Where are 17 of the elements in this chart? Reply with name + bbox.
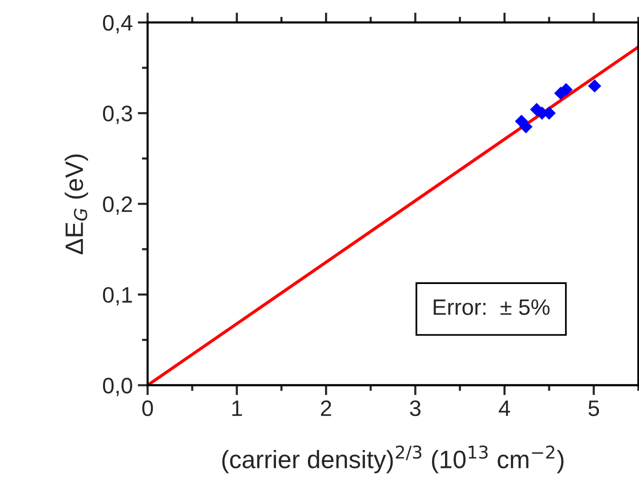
y-tick-label: 0,3 <box>103 106 132 124</box>
x-tick-label: 4 <box>498 400 510 416</box>
annotation: Error: ± 5% <box>434 299 550 316</box>
y-axis-title: ΔE$_{G}$ (eV) <box>64 154 88 254</box>
x-tick-label: 1 <box>232 400 242 416</box>
x-tick-label: 5 <box>588 400 599 416</box>
point <box>588 79 602 93</box>
y-tick-label: 0,1 <box>103 287 132 306</box>
y-tick-label: 0,2 <box>103 196 132 215</box>
point <box>519 120 533 134</box>
x-tick-label: 3 <box>410 400 420 416</box>
y-tick-label: 0,4 <box>103 14 132 34</box>
x-tick-label: 0 <box>142 400 153 416</box>
point <box>560 82 573 96</box>
x-axis-title: (carrier density)$^{2/3}$ (10$^{13}$ cm$^{−2}$) <box>222 446 564 474</box>
y-tick-label: 0,0 <box>103 378 132 396</box>
x-tick-label: 2 <box>321 400 332 416</box>
